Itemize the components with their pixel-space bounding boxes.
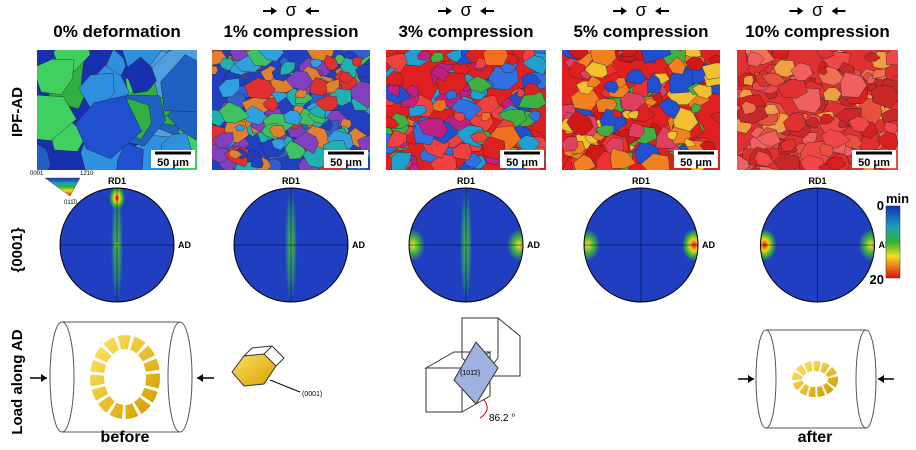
pole-label: AD <box>702 240 715 250</box>
key-label: 0001 <box>30 171 44 177</box>
key-label: 12̄10 <box>80 171 94 177</box>
plane-label: {101̄2} <box>460 370 481 377</box>
after-label: after <box>798 429 833 445</box>
angle-label: 86.2 ° <box>489 413 515 424</box>
grain <box>886 46 909 65</box>
after-schematic: after <box>738 330 894 445</box>
row-label: Load along AD <box>9 329 26 434</box>
colorbar <box>886 206 900 278</box>
row-label: IPF-AD <box>9 87 26 137</box>
stress-symbol: σ <box>635 0 646 20</box>
pole-label: RD1 <box>808 176 826 186</box>
colorbar-tick: 0 <box>877 198 884 213</box>
column-title: 10% compression <box>745 22 890 41</box>
pole-label: AD <box>352 240 365 250</box>
pole-label: AD <box>527 240 540 250</box>
grain <box>206 66 218 74</box>
column-title: 0% deformation <box>53 22 181 41</box>
scale-label: 50 μm <box>330 157 362 169</box>
twin-schematic: {101̄2} 86.2 ° <box>426 318 520 424</box>
column-title: 3% compression <box>398 22 533 41</box>
pole-label: RD1 <box>282 176 300 186</box>
pole-label: RD1 <box>108 176 126 186</box>
stress-symbol: σ <box>812 0 823 20</box>
key-triangle <box>45 178 80 196</box>
pole-label: AD <box>178 240 191 250</box>
column-title: 1% compression <box>223 22 358 41</box>
grain <box>772 44 790 59</box>
colorbar-label: min <box>886 191 909 206</box>
column-title: 5% compression <box>573 22 708 41</box>
figure: 0% deformation 50 μm RD1 AD 1% compression σ 5… <box>0 0 916 445</box>
before-schematic: before <box>30 322 214 445</box>
key-label: 011̄0 <box>64 200 78 206</box>
scale-label: 50 μm <box>680 157 712 169</box>
pole-label: RD1 <box>457 176 475 186</box>
scale-label: 50 μm <box>506 157 538 169</box>
grain <box>483 45 508 65</box>
scale-label: 50 μm <box>157 157 189 169</box>
scale-label: 50 μm <box>858 157 890 169</box>
stress-symbol: σ <box>460 0 471 20</box>
before-label: before <box>101 429 150 445</box>
crystal: (0001) <box>232 346 322 398</box>
stress-symbol: σ <box>285 0 296 20</box>
row-label: {0001} <box>9 227 26 272</box>
colorbar-tick: 20 <box>870 272 884 287</box>
columns: 0% deformation 50 μm RD1 AD 1% compression σ 5… <box>20 0 910 302</box>
pole-label: RD1 <box>632 176 650 186</box>
axis-label: (0001) <box>302 391 322 398</box>
